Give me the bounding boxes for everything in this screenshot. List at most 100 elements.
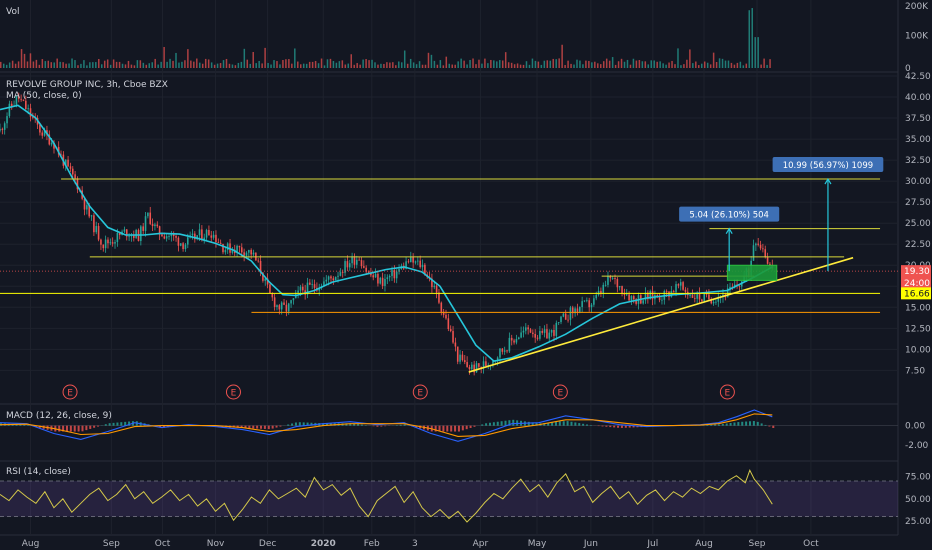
price-axis[interactable]: 42.50 40.00 37.50 35.00 32.50 30.00 27.50 25.00… [901,2,931,527]
macd-histogram-bar [124,421,127,426]
macd-histogram-bar [415,425,418,428]
volume-bar [537,61,540,68]
candle-body [710,299,713,304]
price-panel[interactable]: 5.04 (26.10%) 504 10.99 (56.97%) 1099 E E E E… [0,92,898,400]
candle-body [15,95,18,106]
candle-body [506,350,508,352]
candle-body [456,346,459,362]
candle-body [405,261,407,269]
candle-body [43,130,46,136]
volume-bar [451,64,453,68]
candle-body [616,279,619,288]
volume-bar [80,63,82,68]
rsi-tick-label: 75.00 [905,473,931,483]
candle-body [358,259,360,261]
candle-body [191,233,194,236]
volume-bar [285,59,287,68]
volume-bar [389,62,391,68]
volume-bar [709,64,712,68]
volume-bar [329,58,332,68]
candle-body [684,289,687,292]
time-tick-label: 2020 [311,539,336,549]
volume-bar [513,64,516,68]
candle-body [161,234,163,237]
time-axis[interactable]: Aug Sep Oct Nov Dec 2020 Feb 3 Apr May Jun Jul Aug Se… [22,539,819,549]
volume-bar [501,60,504,68]
volume-bar [193,61,195,68]
candle-body [614,277,616,280]
price-axis-badge-label: 19.30 [904,267,930,277]
candle-body [628,294,630,301]
candle-body [522,330,525,333]
volume-bar [317,63,320,68]
candle-body [186,237,189,245]
candle-body [292,298,295,301]
candle-body [196,235,198,240]
volume-bar [519,64,522,68]
volume-bar [365,59,367,68]
earnings-marker [719,384,735,400]
macd-histogram-bar [570,421,573,426]
candle-body [257,260,260,262]
candle-body [346,261,349,268]
macd-histogram-bar [306,422,309,426]
candle-body [201,229,203,240]
candle-body [128,236,130,238]
volume-bar [320,58,323,68]
candle-body [283,302,285,305]
candle-body [144,216,147,231]
macd-histogram-bar [446,425,449,432]
candle-body [567,319,569,321]
candle-body [74,174,76,179]
candle-body [621,286,623,295]
candle-body [71,168,74,175]
candle-body [384,279,386,286]
volume-bar [187,49,189,68]
volume-bar [68,63,70,68]
volume-bar [617,61,620,68]
volume-bar [665,64,667,68]
candle-body [8,103,11,117]
volume-bar [516,63,519,68]
price-tick-label: 10.00 [905,345,931,355]
volume-bar [106,59,109,68]
candle-body [290,300,292,304]
macd-histogram-bar [748,421,751,426]
volume-bar [588,60,590,68]
volume-bar [130,64,133,68]
volume-bar [297,61,299,68]
candle-body [581,301,583,308]
candle-body [593,298,595,305]
volume-bar [754,37,756,68]
macd-histogram-bar [399,424,402,426]
candle-body [273,297,276,307]
candle-body [644,292,647,301]
candle-body [482,361,485,368]
volume-bar [32,61,35,68]
volume-bar [53,62,55,68]
macd-histogram-bar [108,423,111,426]
macd-histogram-bar [554,421,557,426]
volume-bar [145,64,148,68]
candle-body [407,261,410,263]
volume-bar [243,48,246,68]
price-tick-label: 42.50 [905,72,931,82]
candle-body [471,364,473,370]
macd-histogram-bar [624,425,627,428]
candle-body [287,303,290,312]
measure-label-box [679,206,780,222]
candle-body [499,348,501,358]
candle-body [332,278,335,281]
candle-body [353,256,356,265]
volume-bar [219,63,222,68]
candle-body [123,229,126,232]
candle-body [609,276,612,279]
price-tick-label: 22.50 [905,240,931,250]
volume-bar [264,47,266,68]
macd-histogram-bar [737,422,740,426]
candle-body [534,333,536,338]
volume-bar [549,60,552,68]
candle-body [647,292,649,300]
volume-bar [415,64,418,68]
